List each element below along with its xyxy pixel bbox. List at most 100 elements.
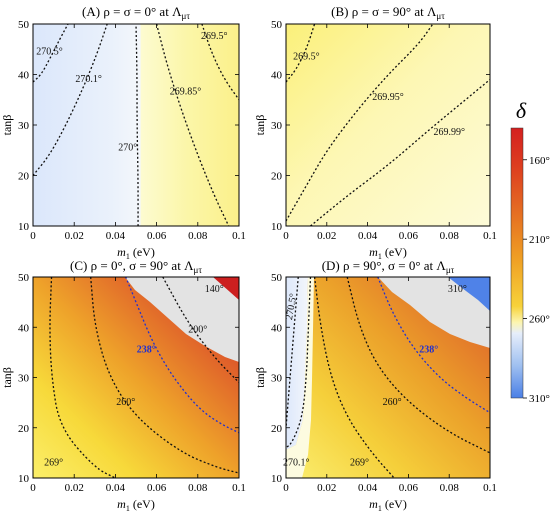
- panel-c-contour-line: [90, 277, 239, 474]
- panel-b-background: [286, 24, 490, 226]
- panel-d-contour-line: [346, 277, 490, 454]
- colorbar-tick-label: 160°: [529, 155, 550, 167]
- colorbar-tick-label: 260°: [529, 314, 550, 326]
- panel-d-contour-line: [377, 277, 490, 414]
- panel-a-y-tick-label: 50: [18, 19, 30, 31]
- panel-d-contour-line: [286, 277, 312, 449]
- panel-b-y-tick-label: 10: [271, 221, 283, 233]
- panel-b-y-tick-label: 30: [271, 120, 283, 132]
- colorbar-label: δ: [516, 98, 527, 123]
- panel-a-x-tick-label: 0.08: [188, 230, 208, 242]
- panel-b-contour-line: [310, 79, 490, 226]
- panel-c-x-tick-label: 0.02: [65, 482, 84, 494]
- panel-c-x-tick-label: 0.06: [147, 482, 167, 494]
- panel-c-contour-line: [125, 277, 239, 434]
- panel-c-contour-line: [49, 277, 116, 478]
- panel-d-excluded-region: [378, 277, 490, 348]
- panel-d-y-tick-label: 50: [271, 272, 283, 284]
- panel-c-contour-label: 260°: [116, 397, 135, 408]
- panel-d-y-axis-title: tanβ: [253, 367, 267, 388]
- panel-c-x-axis-title: m1 (eV): [117, 497, 155, 513]
- panel-c-contour-label: 238°: [137, 344, 156, 355]
- panel-d-x-tick-label: 0.04: [358, 482, 378, 494]
- panel-b-x-tick-label: 0.1: [483, 230, 497, 242]
- panel-c-x-tick-label: 0.1: [232, 482, 246, 494]
- colorbar: δ 160° 210° 260° 310°: [510, 98, 550, 405]
- panel-b-x-tick-label: 0.02: [317, 230, 336, 242]
- panel-d-contour-label: 270.5°: [284, 293, 299, 321]
- panel-c-x-tick-label: 0.08: [188, 482, 208, 494]
- panel-a-contour-line: [201, 24, 239, 101]
- panel-a-contour-line: [135, 24, 139, 226]
- panel-b-x-tick-label: 0.06: [399, 230, 419, 242]
- panel-c-y-tick-label: 10: [18, 473, 30, 485]
- panel-d-blue-region: [286, 277, 308, 450]
- panel-d-y-tick-label: 40: [271, 322, 283, 334]
- panel-b-contour-label: 269.95°: [372, 92, 404, 103]
- panel-a-y-tick-label: 10: [18, 221, 30, 233]
- panel-b-title: (B) ρ = σ = 90° at Λμτ: [331, 4, 445, 21]
- panel-d-blue-band: [286, 277, 314, 478]
- panel-d-contour-label: 310°: [448, 284, 467, 295]
- panel-a-title: (A) ρ = σ = 0° at Λμτ: [82, 4, 190, 21]
- panel-c-contour-line: [162, 277, 239, 383]
- panel-a-contour-label: 270.1°: [75, 74, 102, 85]
- panel-c-contour-label: 140°: [205, 284, 224, 295]
- panel-b-contour-label: 269.99°: [433, 127, 465, 138]
- panel-c-y-axis-title: tanβ: [0, 367, 14, 388]
- panel-b-y-tick-label: 40: [271, 70, 283, 82]
- panel-b-x-tick-label: 0.04: [358, 230, 378, 242]
- panel-a-y-axis-title: tanβ: [0, 115, 14, 136]
- panel-b-contour-line: [286, 24, 316, 83]
- panel-b-y-axis-title: tanβ: [253, 115, 267, 136]
- panel-d-x-tick-label: 0: [283, 482, 289, 494]
- panel-d-x-axis-title: m1 (eV): [369, 497, 407, 513]
- panel-a-contour-label: 270.5°: [36, 46, 63, 57]
- panel-b-contour-label: 269.5°: [293, 51, 320, 62]
- panel-a-x-tick-label: 0: [30, 230, 36, 242]
- panel-c-contour-label: 269°: [44, 457, 63, 468]
- panel-d-contour-line: [286, 277, 299, 428]
- panel-d-y-tick-label: 30: [271, 373, 283, 385]
- panel-c: 269° 260° 238° 200° 140° 0 0.02 0.04 0.06 0.08 0.…: [0, 258, 246, 513]
- panel-a-contour-label: 270°: [118, 142, 137, 153]
- panel-b-x-axis-title: m1 (eV): [369, 245, 407, 261]
- colorbar-tick-label: 210°: [529, 234, 550, 246]
- panel-d-x-tick-label: 0.06: [399, 482, 419, 494]
- panel-d-x-tick-label: 0.08: [440, 482, 460, 494]
- panel-b: 269.5° 269.95° 269.99° 0 0.02 0.04 0.06 0.08 0.…: [253, 4, 497, 261]
- panel-b-x-tick-label: 0.08: [440, 230, 460, 242]
- panel-a-x-tick-label: 0.06: [147, 230, 167, 242]
- panel-a-y-tick-label: 40: [18, 70, 30, 82]
- colorbar-tick-label: 310°: [529, 393, 550, 405]
- panel-d: 270.5° 270.1° 269° 260° 238° 310° 0 0.02 0.04 0.…: [253, 258, 497, 513]
- panel-c-red-corner: [213, 277, 239, 300]
- panel-d-contour-label: 269°: [350, 457, 369, 468]
- panel-c-y-tick-label: 40: [18, 322, 30, 334]
- panel-a-contour-label: 269.85°: [170, 87, 202, 98]
- panel-c-y-tick-label: 50: [18, 272, 30, 284]
- panel-a-contour-label: 269.5°: [201, 31, 228, 42]
- panel-d-contour-label: 238°: [419, 344, 438, 355]
- panel-c-x-tick-label: 0.04: [106, 482, 126, 494]
- panel-d-y-tick-label: 20: [271, 423, 283, 435]
- panel-b-y-tick-label: 20: [271, 171, 283, 183]
- panel-a-y-tick-label: 30: [18, 120, 30, 132]
- panel-a-x-tick-label: 0.1: [232, 230, 246, 242]
- panel-a-x-axis-title: m1 (eV): [117, 245, 155, 261]
- colorbar-gradient: [510, 127, 524, 399]
- panel-a-contour-line: [155, 24, 230, 226]
- panel-c-title: (C) ρ = 0°, σ = 90° at Λμτ: [70, 258, 202, 275]
- panel-d-x-tick-label: 0.02: [317, 482, 336, 494]
- panel-d-contour-label: 270.1°: [283, 457, 310, 468]
- panel-b-y-tick-label: 50: [271, 19, 283, 31]
- panel-a-contour-line: [33, 24, 69, 83]
- panel-c-excluded-region: [125, 277, 239, 362]
- panel-a-background: [33, 24, 239, 226]
- panel-d-y-tick-label: 10: [271, 473, 283, 485]
- panel-a-y-tick-label: 20: [18, 171, 30, 183]
- panel-d-title: (D) ρ = 90°, σ = 0° at Λμτ: [322, 258, 455, 275]
- panel-b-contour-line: [286, 24, 434, 222]
- panel-c-y-tick-label: 20: [18, 423, 30, 435]
- panel-d-blue-corner: [448, 277, 490, 311]
